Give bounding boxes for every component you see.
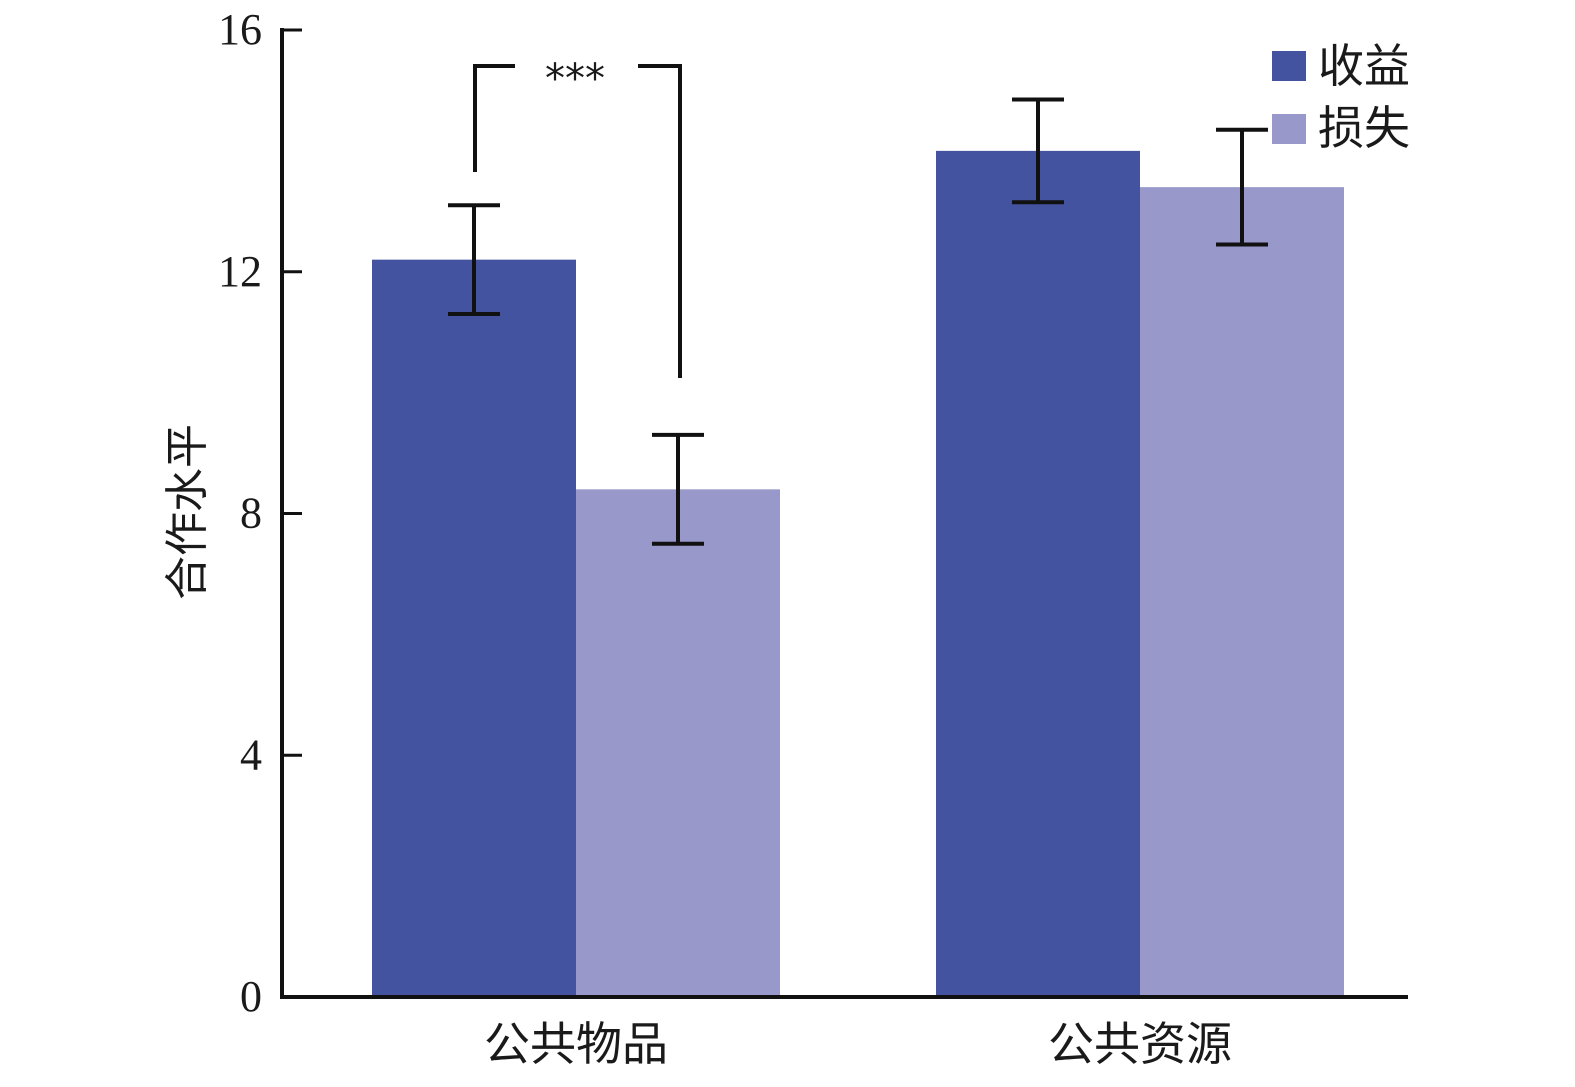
legend-label-loss: 损失: [1318, 101, 1410, 155]
bar-series1-cat1: [1140, 187, 1344, 997]
error-bar-series0-cat1: [1012, 97, 1064, 205]
x-category-label-0: 公共物品: [484, 1017, 668, 1071]
bar-series0-cat1: [936, 150, 1140, 997]
y-axis-title: 合作水平: [162, 424, 213, 600]
significance-bracket: ***: [473, 56, 682, 378]
error-bar-series0-cat0: [448, 203, 500, 317]
error-bar-series1-cat0: [652, 432, 704, 546]
y-ticks: 0 4 8 12 16: [218, 5, 302, 1021]
y-tick-label-0: 0: [240, 972, 262, 1021]
y-tick-label-1: 4: [240, 730, 262, 779]
y-tick-label-2: 8: [240, 489, 262, 538]
bar-series0-cat0: [372, 259, 576, 998]
legend: 收益 损失: [1272, 39, 1410, 155]
x-category-label-1: 公共资源: [1048, 1017, 1232, 1071]
bars: [372, 150, 1344, 998]
bar-series1-cat0: [576, 489, 780, 997]
significance-label: ***: [545, 56, 605, 102]
legend-label-gain: 收益: [1318, 39, 1410, 93]
error-bars: [448, 97, 1268, 546]
y-tick-label-3: 12: [218, 247, 262, 296]
y-tick-label-4: 16: [218, 5, 262, 54]
legend-swatch-gain: [1272, 51, 1306, 81]
legend-swatch-loss: [1272, 114, 1306, 144]
error-bar-series1-cat1: [1216, 127, 1268, 247]
